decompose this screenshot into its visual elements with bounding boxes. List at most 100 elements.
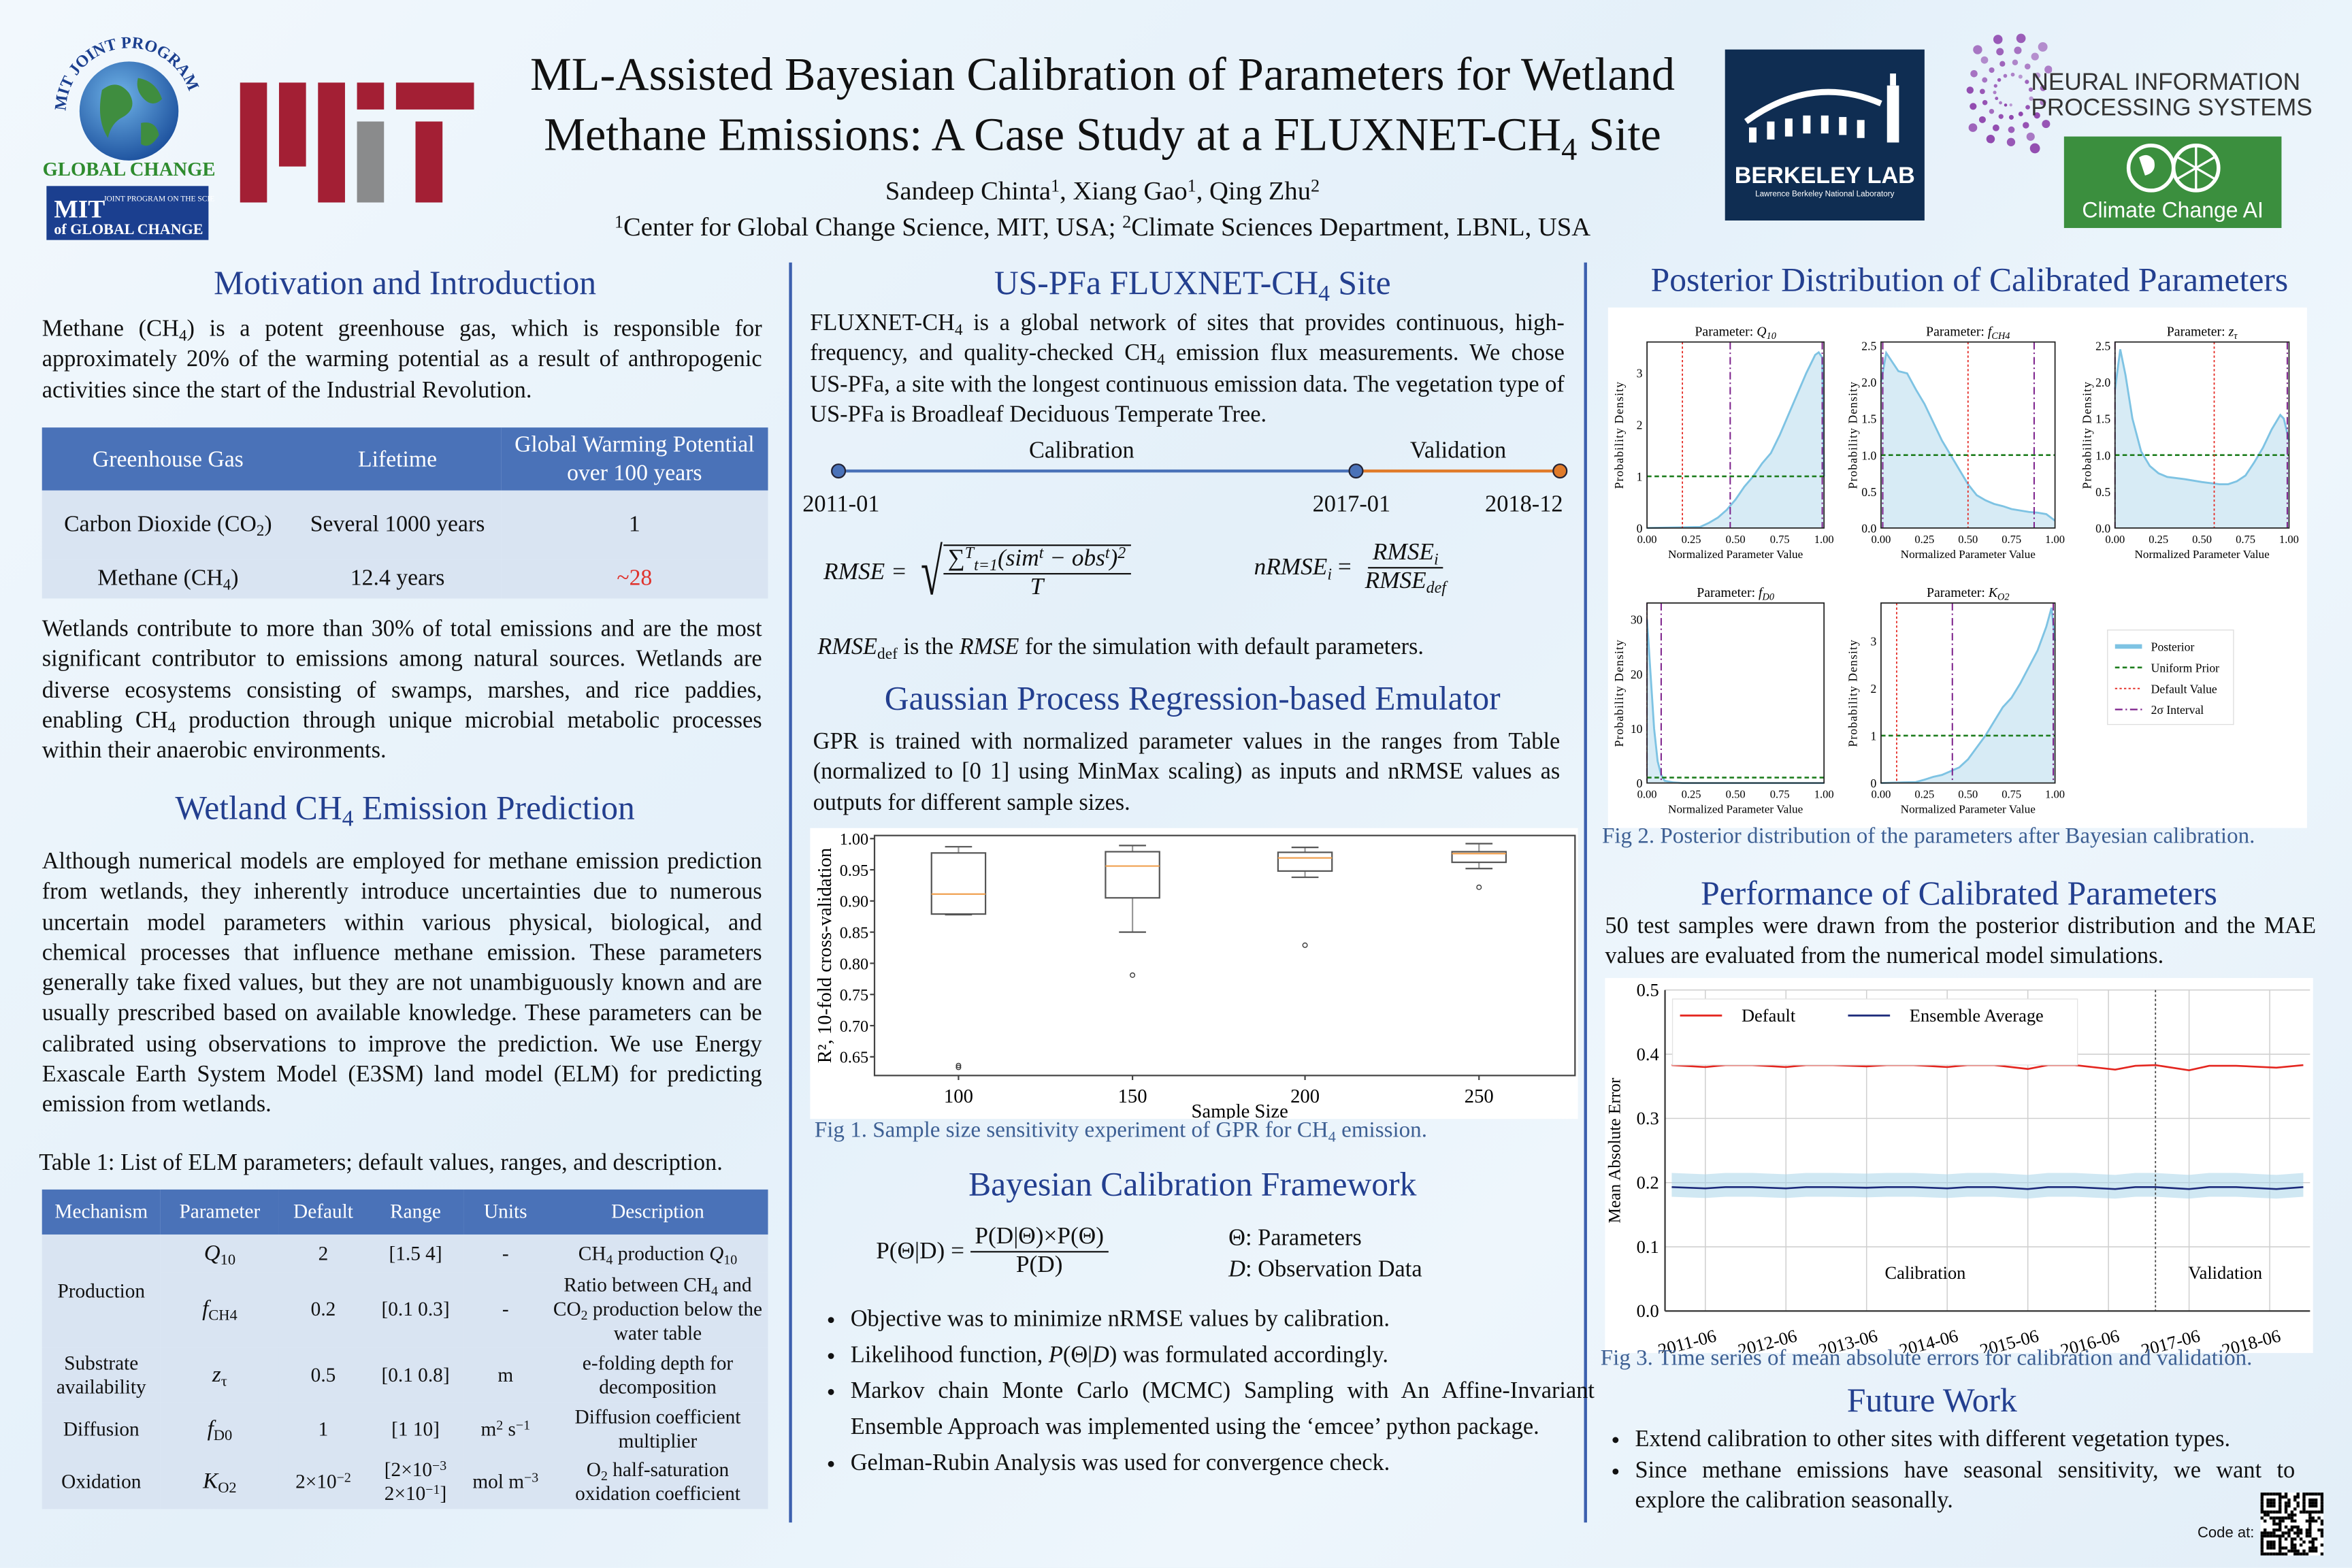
qr-module <box>2300 1544 2302 1546</box>
neurips-dot <box>1982 100 1988 105</box>
qr-module <box>2264 1492 2266 1495</box>
qr-module <box>2312 1499 2315 1501</box>
mit-logo <box>240 82 474 202</box>
qr-module <box>2261 1505 2264 1507</box>
text-run: , Qing Zhu <box>1196 176 1311 206</box>
table-cell-description: CH4 production Q10 <box>547 1235 768 1272</box>
qr-module <box>2261 1492 2264 1495</box>
x-tick-label: 0.25 <box>1682 533 1701 546</box>
text-run: Center for Global Change Science, MIT, U… <box>623 212 1122 242</box>
qr-module <box>2308 1501 2311 1504</box>
authors: Sandeep Chinta1, Xiang Gao1, Qing Zhu2 <box>450 176 1755 207</box>
rmse-def-note: RMSEdef is the RMSE for the simulation w… <box>817 634 1424 662</box>
neurips-dot <box>1979 116 1986 123</box>
y-axis-label: Probability Density <box>2080 381 2094 489</box>
subscript: 4 <box>342 806 354 832</box>
title-line-2: Methane Emissions: A Case Study at a FLU… <box>450 105 1755 165</box>
figure-2-caption: Fig 2. Posterior distribution of the par… <box>1602 825 2255 850</box>
qr-module <box>2278 1544 2281 1546</box>
qr-module <box>2296 1526 2299 1529</box>
qr-module <box>2278 1550 2281 1552</box>
qr-module <box>2285 1505 2287 1507</box>
qr-module <box>2270 1516 2272 1519</box>
text-run: production <box>612 1241 709 1264</box>
superscript: −1 <box>425 1482 440 1497</box>
neurips-dot <box>1982 78 1987 83</box>
qr-module <box>2312 1541 2315 1544</box>
region-label-calibration: Calibration <box>1884 1262 1965 1283</box>
qr-module <box>2270 1505 2272 1507</box>
qr-module <box>2300 1531 2302 1534</box>
text-run: [2×10 <box>385 1458 432 1480</box>
x-tick-label: 0.75 <box>2236 533 2255 546</box>
qr-module <box>2278 1522 2281 1525</box>
qr-module <box>2266 1511 2269 1514</box>
section-heading-bayes: Bayesian Calibration Framework <box>810 1166 1575 1205</box>
y-tick-label: 1.0 <box>1861 448 1876 462</box>
math-symbol: Q <box>204 1241 220 1265</box>
text-run: Site <box>1330 264 1391 301</box>
qr-module <box>2302 1507 2305 1510</box>
qr-module <box>2300 1537 2302 1540</box>
neurips-dot <box>2025 63 2031 69</box>
nrmse-fraction: RMSEi RMSEdef <box>1360 540 1451 595</box>
qr-module <box>2306 1492 2308 1495</box>
qr-module <box>2272 1529 2275 1531</box>
qr-module <box>2266 1541 2269 1544</box>
qr-module <box>2278 1492 2281 1495</box>
qr-module <box>2270 1541 2272 1544</box>
qr-module <box>2315 1492 2317 1495</box>
qr-module <box>2261 1507 2264 1510</box>
qr-module <box>2276 1516 2278 1519</box>
subscript: 10 <box>723 1252 737 1267</box>
qr-module <box>2293 1546 2296 1549</box>
qr-module <box>2293 1552 2296 1555</box>
qr-module <box>2296 1550 2299 1552</box>
x-tick-label: 0.75 <box>2002 533 2021 546</box>
x-tick-label: 0.50 <box>1958 788 1978 801</box>
qr-module <box>2308 1522 2311 1525</box>
qr-module <box>2317 1492 2320 1495</box>
neurips-dot <box>2023 122 2029 129</box>
panel-title: Parameter: KO2 <box>1927 585 2010 602</box>
timeline-validation-bar <box>1356 470 1561 472</box>
table-row: Carbon Dioxide (CO2) Several 1000 years … <box>42 491 768 559</box>
bayes-equation: P(Θ|D) = P(D|Θ)×P(Θ) P(D) <box>876 1224 1108 1280</box>
qr-module <box>2302 1505 2305 1507</box>
text-run: 2×10 <box>385 1482 426 1505</box>
timeline-end-marker <box>1552 463 1567 478</box>
neurips-dot <box>2027 133 2035 141</box>
qr-module <box>2308 1529 2311 1531</box>
qr-module <box>2291 1520 2293 1522</box>
y-axis-label: Probability Density <box>1846 381 1860 489</box>
qr-module <box>2308 1550 2311 1552</box>
table-header-cell: Lifetime <box>294 427 501 491</box>
qr-module <box>2291 1550 2293 1552</box>
table-cell-units: mol m−3 <box>463 1455 547 1509</box>
rmse-numerator: ∑Tt=1(simt − obst)2 <box>943 545 1130 574</box>
table-cell-default: 0.2 <box>279 1272 368 1347</box>
title-line-1: ML-Assisted Bayesian Calibration of Para… <box>450 45 1755 105</box>
qr-module <box>2312 1520 2315 1522</box>
qr-module <box>2300 1552 2302 1555</box>
eq-text: − obs <box>1043 545 1105 570</box>
neurips-dot <box>2025 105 2030 110</box>
neurips-dot <box>1981 56 1989 64</box>
text-run: ) was formulated accordingly. <box>1109 1343 1388 1368</box>
qr-module <box>2315 1499 2317 1501</box>
mae-time-series-chart: 0.00.10.20.30.40.52011-06 2012-06 2013-06 2… <box>1605 978 2313 1353</box>
y-tick-label: 1.00 <box>840 830 868 849</box>
y-tick-label: 0.0 <box>1637 1301 1659 1321</box>
superscript: 2 <box>1311 175 1320 196</box>
text-run: [1.5 4] <box>389 1241 442 1264</box>
qr-module <box>2315 1511 2317 1514</box>
mit-joint-program-logo: MIT JOINT PROGRAM GLOBAL CHANGE MIT JOIN… <box>42 18 214 243</box>
table-cell-units: - <box>463 1235 547 1272</box>
y-tick-label: 1.5 <box>2095 412 2110 426</box>
qr-code-icon[interactable] <box>2261 1492 2324 1556</box>
logo-global-change: GLOBAL CHANGE <box>43 159 215 180</box>
y-tick-label: 2.5 <box>2095 340 2110 353</box>
y-axis-label: Probability Density <box>1612 639 1626 747</box>
berkeley-lab-logo: BERKELEY LAB Lawrence Berkeley National … <box>1725 50 1925 220</box>
timeline-calibration-label: Calibration <box>1029 438 1134 466</box>
